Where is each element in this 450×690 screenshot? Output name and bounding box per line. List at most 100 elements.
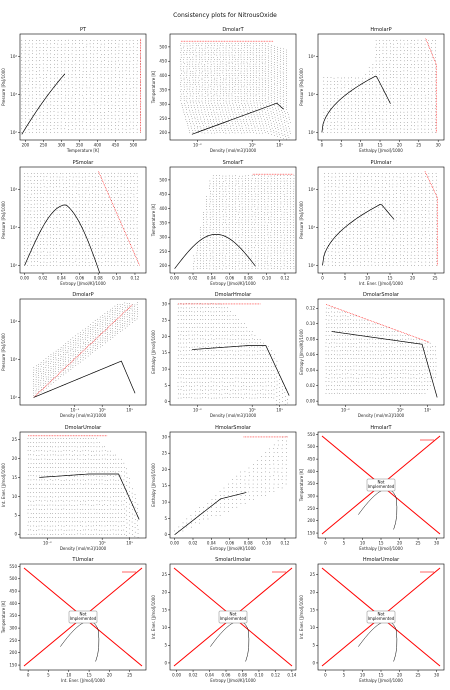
data-point <box>365 125 366 126</box>
data-point <box>323 101 325 103</box>
y-tick-label: 350 <box>159 87 167 92</box>
data-point <box>225 79 227 81</box>
data-point <box>270 102 272 103</box>
data-point <box>34 261 35 263</box>
data-point <box>277 53 278 55</box>
data-point <box>323 77 325 78</box>
data-point <box>56 183 57 184</box>
data-point <box>90 122 91 123</box>
data-point <box>72 241 74 243</box>
data-point <box>76 183 77 185</box>
data-point <box>107 50 109 51</box>
data-point <box>57 40 59 41</box>
data-point <box>127 261 128 263</box>
data-point <box>43 183 45 184</box>
data-point <box>235 123 236 125</box>
data-point <box>220 98 221 99</box>
data-point <box>98 207 99 208</box>
data-point <box>389 46 391 48</box>
data-point <box>68 108 70 109</box>
data-point <box>410 46 412 48</box>
data-point <box>263 104 264 106</box>
data-point <box>209 183 211 185</box>
data-point <box>35 81 37 82</box>
data-point <box>254 199 256 200</box>
data-point <box>204 64 206 65</box>
data-point <box>181 73 182 74</box>
data-point <box>279 125 281 127</box>
data-point <box>411 40 412 41</box>
data-point <box>218 118 220 120</box>
data-point <box>63 234 64 236</box>
data-point <box>351 101 352 103</box>
data-point <box>75 224 77 225</box>
data-point <box>407 64 408 65</box>
data-point <box>40 251 42 253</box>
data-point <box>198 89 200 90</box>
data-point <box>244 47 245 49</box>
data-point <box>264 109 265 110</box>
data-point <box>57 115 59 116</box>
data-point <box>393 118 394 120</box>
data-point <box>111 227 112 229</box>
data-point <box>228 109 230 111</box>
data-point <box>111 118 113 119</box>
data-point <box>37 217 38 219</box>
data-point <box>232 68 233 69</box>
data-point <box>334 98 335 99</box>
data-point <box>280 72 281 74</box>
data-point <box>424 47 426 48</box>
data-point <box>93 91 95 92</box>
data-point <box>209 206 211 207</box>
data-point <box>93 74 94 75</box>
data-point <box>216 193 217 195</box>
data-point <box>215 204 217 205</box>
data-point <box>323 111 325 113</box>
data-point <box>199 61 200 63</box>
data-point <box>361 121 363 123</box>
x-tick-label: 0.08 <box>94 276 103 281</box>
data-point <box>40 238 42 239</box>
data-point <box>235 175 236 177</box>
data-point <box>206 245 207 246</box>
data-point <box>216 178 217 179</box>
data-point <box>358 88 359 89</box>
data-point <box>403 81 405 82</box>
data-point <box>47 183 48 184</box>
data-point <box>280 128 282 129</box>
data-point <box>111 230 112 232</box>
data-point <box>256 102 258 104</box>
data-point <box>212 255 214 257</box>
data-point <box>49 254 51 256</box>
data-point <box>379 67 380 69</box>
data-point <box>223 100 224 101</box>
data-point <box>225 57 227 58</box>
data-point <box>206 227 207 228</box>
data-point <box>195 68 197 69</box>
data-point <box>89 101 91 103</box>
data-point <box>75 54 77 55</box>
data-point <box>271 127 273 129</box>
data-point <box>210 121 211 122</box>
data-point <box>428 94 429 95</box>
data-point <box>237 43 239 44</box>
data-point <box>234 73 236 74</box>
data-point <box>98 217 99 219</box>
data-point <box>225 59 227 60</box>
data-point <box>245 107 247 108</box>
data-point <box>21 67 23 68</box>
x-tick-label: 250 <box>40 143 48 148</box>
data-point <box>207 95 209 97</box>
data-point <box>39 131 40 133</box>
data-point <box>258 219 259 220</box>
data-point <box>258 240 259 241</box>
data-point <box>204 121 205 122</box>
data-point <box>410 101 412 103</box>
data-point <box>192 79 194 81</box>
data-point <box>245 221 246 223</box>
data-point <box>180 66 182 67</box>
data-point <box>108 221 109 222</box>
data-point <box>257 178 259 179</box>
data-point <box>53 251 54 252</box>
data-point <box>235 252 236 254</box>
